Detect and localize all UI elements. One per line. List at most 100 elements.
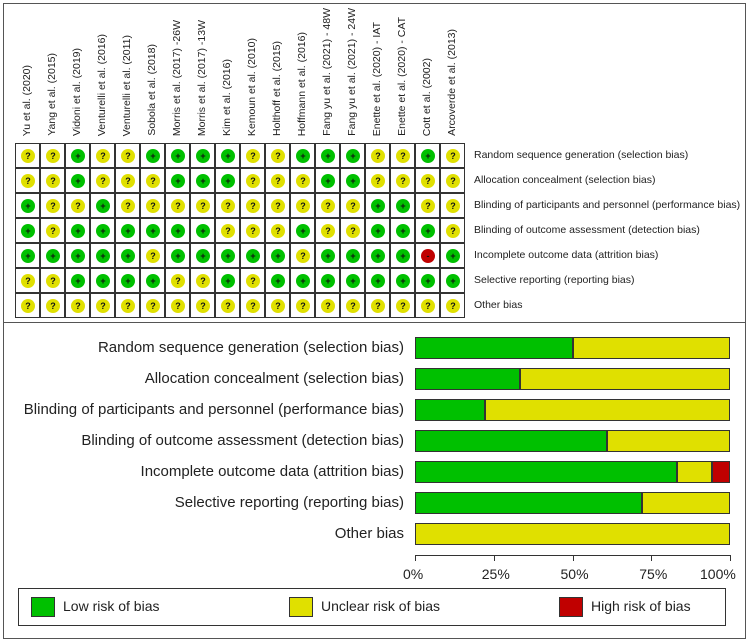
grid-cell: ? xyxy=(90,293,115,318)
bar-low xyxy=(415,368,520,390)
rating-low-icon: + xyxy=(221,149,235,163)
rating-low-icon: + xyxy=(396,199,410,213)
rating-unclear-icon: ? xyxy=(196,199,210,213)
study-header: Cott et al. (2002) xyxy=(415,10,440,140)
rating-unclear-icon: ? xyxy=(96,299,110,313)
study-label: Arcoverde et al. (2013) xyxy=(446,29,458,136)
grid-cell: ? xyxy=(290,243,315,268)
rating-unclear-icon: ? xyxy=(21,274,35,288)
grid-cell: ? xyxy=(15,268,40,293)
rating-unclear-icon: ? xyxy=(171,199,185,213)
rating-low-icon: + xyxy=(296,274,310,288)
grid-cell: ? xyxy=(190,293,215,318)
grid-cell: ? xyxy=(340,218,365,243)
grid-cell: ? xyxy=(365,168,390,193)
study-header: Enette et al. (2020) - IAT xyxy=(365,10,390,140)
rating-unclear-icon: ? xyxy=(246,274,260,288)
grid-cell: + xyxy=(340,168,365,193)
x-tick-mark xyxy=(415,555,416,561)
bar-unclear xyxy=(519,368,730,390)
legend-label-unclear: Unclear risk of bias xyxy=(321,598,441,614)
rating-low-icon: + xyxy=(221,174,235,188)
rating-unclear-icon: ? xyxy=(271,199,285,213)
rating-unclear-icon: ? xyxy=(246,299,260,313)
study-label: Fang yu et al. (2021) - 48W xyxy=(321,8,333,136)
grid-cell: + xyxy=(165,243,190,268)
grid-cell: ? xyxy=(65,293,90,318)
study-label: Yu et al. (2020) xyxy=(21,64,33,136)
grid-cell: + xyxy=(115,243,140,268)
rating-unclear-icon: ? xyxy=(96,174,110,188)
grid-cell: ? xyxy=(240,218,265,243)
grid-cell: ? xyxy=(165,293,190,318)
rating-unclear-icon: ? xyxy=(46,199,60,213)
grid-cell: + xyxy=(365,193,390,218)
bar-unclear xyxy=(607,430,730,452)
summary-domain-label: Incomplete outcome data (attrition bias) xyxy=(140,463,404,480)
study-label: Sobola et al. (2018) xyxy=(146,44,158,136)
grid-cell: ? xyxy=(165,268,190,293)
grid-cell: ? xyxy=(440,143,465,168)
domain-label: Blinding of participants and personnel (… xyxy=(474,199,741,211)
x-tick-label: 0% xyxy=(403,566,424,582)
grid-cell: + xyxy=(415,218,440,243)
rating-low-icon: + xyxy=(321,149,335,163)
rating-low-icon: + xyxy=(346,174,360,188)
grid-cell: + xyxy=(165,218,190,243)
rating-low-icon: + xyxy=(96,249,110,263)
rating-unclear-icon: ? xyxy=(146,199,160,213)
rating-unclear-icon: ? xyxy=(121,174,135,188)
study-header: Yu et al. (2020) xyxy=(15,10,40,140)
rating-low-icon: + xyxy=(21,224,35,238)
grid-cell: ? xyxy=(290,168,315,193)
bar-unclear xyxy=(572,337,730,359)
study-label: Venturelli et al. (2011) xyxy=(121,34,133,136)
grid-cell: + xyxy=(165,168,190,193)
study-label: Venturelli et al. (2016) xyxy=(96,33,108,136)
x-axis xyxy=(415,555,730,556)
study-header: Yang et al. (2015) xyxy=(40,10,65,140)
rating-unclear-icon: ? xyxy=(321,299,335,313)
grid-cell: ? xyxy=(290,193,315,218)
grid-cell: ? xyxy=(315,193,340,218)
rating-low-icon: + xyxy=(121,224,135,238)
summary-domain-label: Selective reporting (reporting bias) xyxy=(174,494,404,511)
bar-unclear xyxy=(642,492,730,514)
grid-cell: + xyxy=(190,218,215,243)
rating-unclear-icon: ? xyxy=(46,224,60,238)
study-header: Fang yu et al. (2021) - 48W xyxy=(315,8,340,140)
rating-low-icon: + xyxy=(346,249,360,263)
summary-domain-label: Blinding of participants and personnel (… xyxy=(23,401,404,418)
grid-cell: ? xyxy=(115,293,140,318)
grid-cell: + xyxy=(15,243,40,268)
grid-cell: ? xyxy=(165,193,190,218)
study-label: Cott et al. (2002) xyxy=(421,57,433,136)
rating-unclear-icon: ? xyxy=(346,299,360,313)
rating-low-icon: + xyxy=(71,174,85,188)
legend: Low risk of bias Unclear risk of bias Hi… xyxy=(18,588,726,626)
grid-cell: + xyxy=(390,243,415,268)
legend-label-high: High risk of bias xyxy=(591,598,691,614)
grid-cell: + xyxy=(440,268,465,293)
domain-label: Allocation concealment (selection bias) xyxy=(474,174,656,186)
study-header: Sobola et al. (2018) xyxy=(140,10,165,140)
rating-unclear-icon: ? xyxy=(371,299,385,313)
rating-unclear-icon: ? xyxy=(121,199,135,213)
study-label: Vidoni et al. (2019) xyxy=(71,48,83,136)
rating-low-icon: + xyxy=(396,249,410,263)
grid-cell: ? xyxy=(415,168,440,193)
x-tick-label: 50% xyxy=(560,566,589,582)
study-label: Holthoff et al. (2015) xyxy=(271,41,283,136)
rating-unclear-icon: ? xyxy=(196,299,210,313)
grid-cell: ? xyxy=(415,293,440,318)
grid-cell: + xyxy=(265,268,290,293)
study-header: Arcoverde et al. (2013) xyxy=(440,10,465,140)
x-tick-mark xyxy=(651,555,653,561)
study-header: Enette et al. (2020) - CAT xyxy=(390,10,415,140)
grid-cell: + xyxy=(65,218,90,243)
rating-unclear-icon: ? xyxy=(21,149,35,163)
x-tick-label: 25% xyxy=(481,566,510,582)
rating-unclear-icon: ? xyxy=(346,199,360,213)
rating-unclear-icon: ? xyxy=(221,199,235,213)
rating-unclear-icon: ? xyxy=(296,249,310,263)
